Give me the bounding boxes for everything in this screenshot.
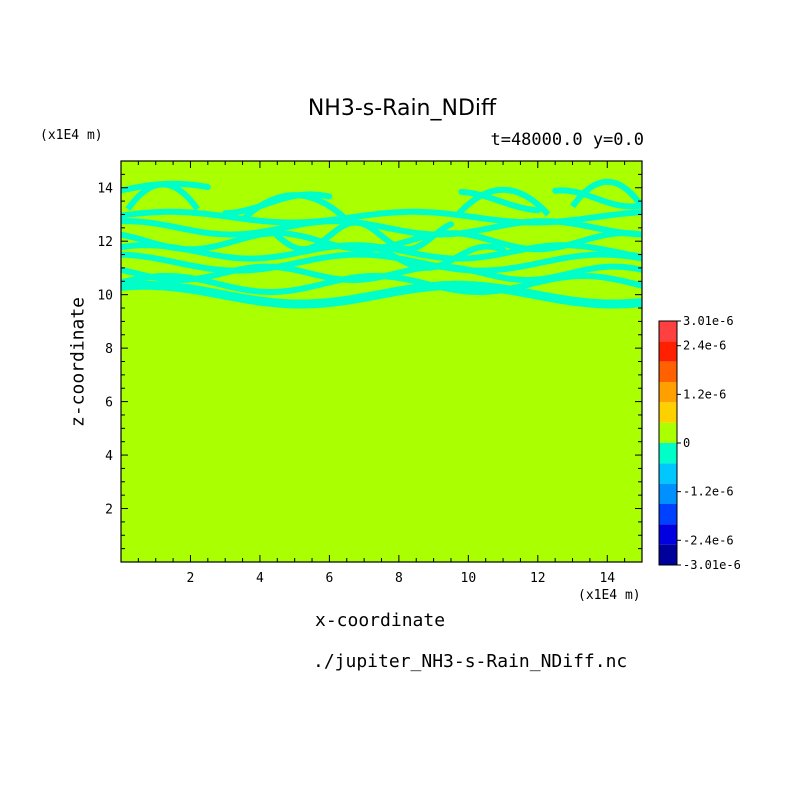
y-tick-label: 10 [97,289,113,304]
anomaly-streak [361,243,507,271]
chart-title: NH3-s-Rain_NDiff [307,96,497,121]
colorbar-tick-label: -2.4e-6 [683,533,734,547]
colorbar-swatch [659,361,677,382]
x-tick-label: 4 [256,571,264,586]
x-tick-label: 6 [325,571,333,586]
chart-subtitle: t=48000.0 y=0.0 [490,130,644,150]
anomaly-streak [121,218,642,238]
x-tick-label: 8 [395,571,403,586]
anomaly-streak [121,273,642,295]
anomaly-band-region [121,178,642,309]
x-tick-label: 12 [530,571,546,586]
y-tick-label: 8 [105,342,113,357]
anomaly-dome [570,178,642,209]
anomaly-streak [458,188,541,214]
anomaly-streak [121,280,642,309]
colorbar-tick-label: 2.4e-6 [683,339,726,353]
y-tick-label: 2 [105,503,113,518]
colorbar-swatch [659,483,677,504]
anomaly-streak [274,219,454,253]
colorbar-tick-label: -1.2e-6 [683,485,734,499]
colorbar-swatch [659,341,677,362]
x-axis-label: x-coordinate [315,610,446,631]
colorbar-swatch [659,382,677,403]
anomaly-dome [125,181,200,211]
anomaly-streak [552,187,642,210]
colorbar-swatch [659,544,677,565]
colorbar-tick-label: 0 [683,436,690,450]
colorbar-swatch [659,443,677,464]
y-tick-label: 12 [97,235,113,250]
x-tick-label: 10 [461,571,477,586]
anomaly-dome [455,186,551,217]
colorbar-tick-label: -3.01e-6 [683,558,741,572]
colorbar-swatch [659,524,677,545]
anomaly-streak [121,251,642,274]
y-tick-label: 4 [105,449,113,464]
colorbar-swatch [659,463,677,484]
y-tick-label: 14 [97,182,113,197]
x-unit-label: (x1E4 m) [578,588,641,603]
colorbar-swatch [659,504,677,525]
y-unit-label: (x1E4 m) [40,128,103,143]
colorbar-swatch [659,422,677,443]
x-tick-label: 14 [599,571,615,586]
colorbar-swatch [659,321,677,342]
colorbar-tick-label: 3.01e-6 [683,314,734,328]
y-tick-label: 6 [105,396,113,411]
colorbar-swatch [659,402,677,423]
colorbar-tick-label: 1.2e-6 [683,387,726,401]
anomaly-dome [240,192,349,222]
x-tick-label: 2 [187,571,195,586]
source-filename: ./jupiter_NH3-s-Rain_NDiff.nc [313,651,628,672]
